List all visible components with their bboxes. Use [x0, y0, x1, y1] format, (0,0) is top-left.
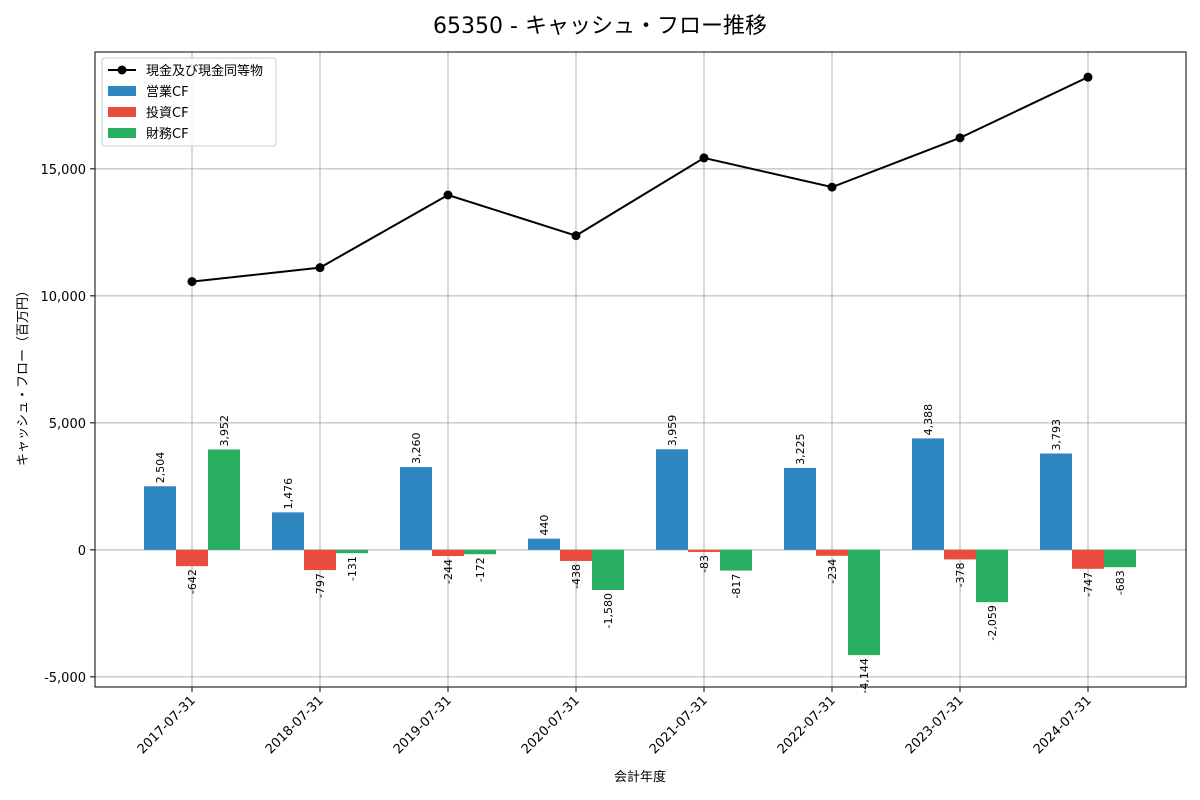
bar-value-label: 3,793 — [1050, 419, 1063, 451]
bar-value-label: -378 — [954, 562, 967, 587]
bar-投資CF — [816, 549, 848, 556]
legend-entry-label: 投資CF — [146, 105, 189, 121]
bar-営業CF — [528, 538, 560, 550]
bar-value-label: 4,388 — [922, 404, 935, 436]
bar-営業CF — [784, 467, 816, 550]
chart-title: 65350 - キャッシュ・フロー推移 — [433, 14, 767, 39]
bar-value-label: -1,580 — [602, 593, 615, 628]
cash-line-point — [955, 133, 965, 143]
bar-value-label: -438 — [570, 564, 583, 589]
cash-line-point — [699, 153, 709, 163]
bar-投資CF — [432, 549, 464, 557]
x-tick-label: 2024-07-31 — [1031, 693, 1095, 757]
bar-投資CF — [176, 549, 208, 567]
bar-営業CF — [272, 512, 304, 550]
bar-投資CF — [1072, 549, 1104, 569]
x-tick-label: 2018-07-31 — [263, 693, 327, 757]
bar-財務CF — [976, 549, 1008, 603]
bar-value-label: 3,260 — [410, 433, 423, 465]
bar-value-label: -131 — [346, 556, 359, 581]
bar-value-label: -642 — [186, 569, 199, 594]
bar-value-label: -234 — [826, 559, 839, 584]
x-tick-label: 2022-07-31 — [775, 693, 839, 757]
bar-営業CF — [400, 467, 432, 550]
legend-swatch-営業CF — [108, 86, 136, 96]
legend-box — [101, 57, 277, 147]
bar-value-label: -797 — [314, 573, 327, 598]
bar-value-label: 2,504 — [154, 452, 167, 484]
legend-entry-label: 財務CF — [146, 127, 189, 142]
bar-財務CF — [1104, 549, 1136, 568]
x-tick-label: 2019-07-31 — [391, 693, 455, 757]
bar-投資CF — [304, 549, 336, 571]
bar-営業CF — [656, 449, 688, 550]
bar-投資CF — [560, 549, 592, 561]
bar-営業CF — [144, 486, 176, 550]
cash-line-point — [187, 277, 197, 287]
bar-value-label: 3,952 — [218, 415, 231, 447]
plot-frame — [94, 51, 1187, 688]
bar-value-label: -683 — [1114, 570, 1127, 595]
grid — [95, 52, 1186, 687]
bar-value-label: -747 — [1082, 572, 1095, 597]
legend-entry-label: 営業CF — [146, 84, 189, 100]
legend-entry-label: 現金及び現金同等物 — [146, 63, 263, 79]
y-tick-label: 5,000 — [49, 417, 86, 432]
bar-財務CF — [720, 549, 752, 571]
bar-value-label: -244 — [442, 559, 455, 584]
bar-value-label: 440 — [538, 515, 551, 536]
bar-財務CF — [208, 449, 240, 550]
cash-line-point — [443, 190, 453, 200]
bar-value-label: -2,059 — [986, 605, 999, 640]
bar-投資CF — [944, 549, 976, 560]
bar-営業CF — [1040, 453, 1072, 550]
bar-value-label: -817 — [730, 574, 743, 599]
cash-line-point — [827, 182, 837, 192]
cash-line-path — [191, 76, 1089, 283]
legend-line-marker — [117, 65, 127, 75]
y-tick-label: 15,000 — [41, 163, 87, 178]
bar-財務CF — [336, 549, 368, 554]
x-tick-label: 2017-07-31 — [135, 693, 199, 757]
bar-財務CF — [464, 549, 496, 555]
x-axis-label: 会計年度 — [614, 769, 666, 785]
bars — [144, 438, 1136, 656]
bar-value-label: -4,144 — [858, 658, 871, 693]
bar-value-label: -83 — [698, 555, 711, 573]
cash-line-point — [571, 231, 581, 241]
cash-line-point — [1083, 72, 1093, 82]
x-tick-label: 2020-07-31 — [519, 693, 583, 757]
bar-value-label: -172 — [474, 557, 487, 582]
bar-value-label: 3,225 — [794, 433, 807, 465]
bar-labels: 2,504 1,476 3,260 440 3,959 3,225 4,388 3,793 -6… — [154, 404, 1127, 694]
bar-財務CF — [848, 549, 880, 656]
y-tick-label: 10,000 — [41, 290, 87, 305]
bar-value-label: 1,476 — [282, 478, 295, 510]
bar-value-label: 3,959 — [666, 415, 679, 447]
legend-swatch-投資CF — [108, 107, 136, 117]
cash-line — [187, 72, 1093, 287]
bar-投資CF — [688, 549, 720, 552]
y-axis-label: キャッシュ・フロー（百万円） — [16, 284, 31, 466]
x-tick-label: 2021-07-31 — [647, 693, 711, 757]
legend-swatch-財務CF — [108, 128, 136, 138]
y-tick-label: 0 — [78, 544, 86, 559]
y-tick-label: -5,000 — [44, 671, 86, 686]
bar-営業CF — [912, 438, 944, 550]
cash-line-point — [315, 263, 325, 273]
x-tick-label: 2023-07-31 — [903, 693, 967, 757]
bar-財務CF — [592, 549, 624, 590]
